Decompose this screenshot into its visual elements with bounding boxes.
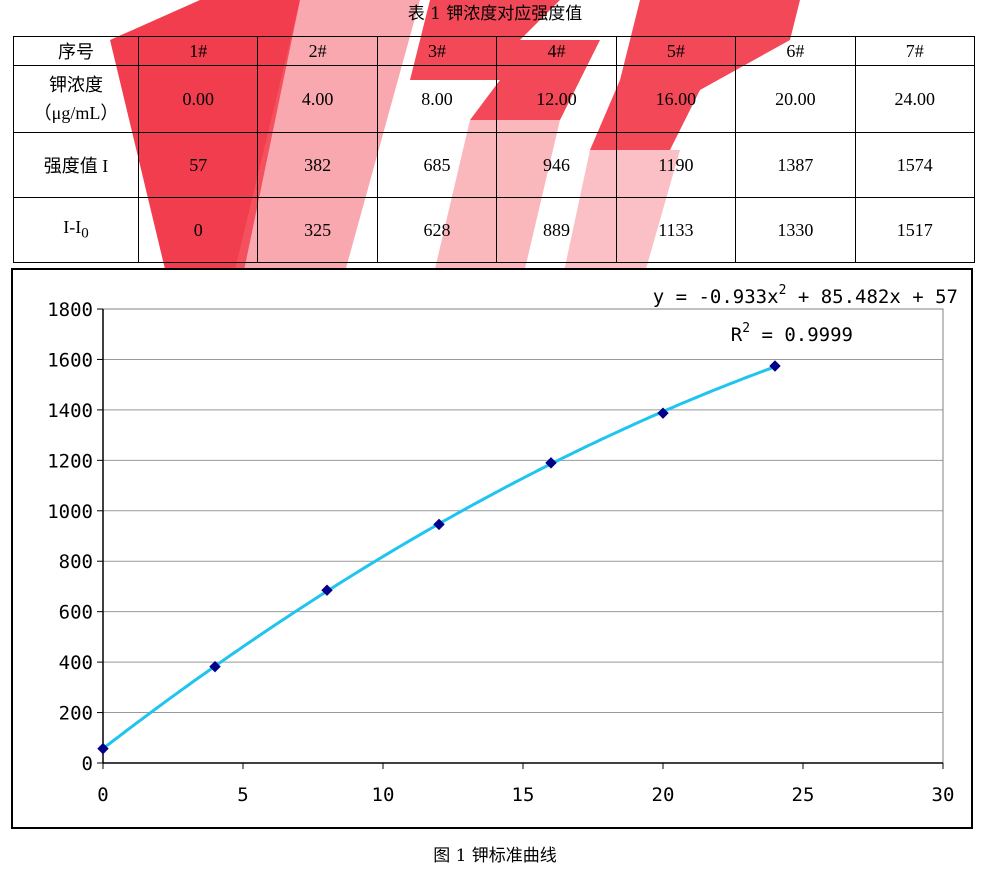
table-cell: 1387: [735, 132, 856, 198]
x-tick-label: 0: [97, 784, 108, 806]
trendline: [102, 365, 776, 750]
table-cell: 0: [137, 197, 259, 263]
table-cell: 57: [137, 132, 259, 198]
table-cell: 946: [496, 132, 617, 198]
header-cell: 5#: [615, 36, 737, 66]
header-cell: 2#: [257, 36, 378, 66]
y-tick-label: 0: [82, 753, 93, 775]
table-cell: 685: [376, 132, 498, 198]
row-label: 钾浓度 （μg/mL）: [13, 65, 139, 133]
data-points: [97, 360, 781, 755]
data-point: [769, 360, 781, 372]
table-cell: 1133: [615, 197, 737, 263]
y-tick-label: 800: [59, 551, 93, 573]
table-cell: 889: [496, 197, 617, 263]
table-cell: 16.00: [615, 65, 737, 133]
grid-layer: [103, 308, 943, 714]
data-point: [545, 457, 557, 469]
x-tick-label: 30: [932, 784, 955, 806]
table-cell: 12.00: [496, 65, 617, 133]
y-tick-label: 1800: [47, 299, 93, 321]
table-cell: 1190: [615, 132, 737, 198]
concentration-intensity-table: 序号 1# 2# 3# 4# 5# 6# 7# 钾浓度 （μg/mL） 0.00…: [13, 36, 976, 263]
chart-frame: 0 200 400 600 800 1000 1200 1400 1600 1800 0 5 10 15 2…: [11, 268, 973, 829]
table-cell: 20.00: [735, 65, 856, 133]
data-point: [433, 518, 445, 531]
header-cell: 序号: [13, 36, 139, 66]
plot-area: [102, 308, 944, 764]
table-caption: 表 1 钾浓度对应强度值: [407, 4, 583, 24]
header-cell: 3#: [376, 36, 498, 66]
equation-label: y = -0.933x2 + 85.482x + 57: [653, 283, 958, 308]
table-row: I-I0 0 325 628 889 1133 1330 1517: [13, 197, 976, 263]
y-tick-label: 600: [59, 602, 93, 624]
row-label: I-I0: [13, 197, 139, 263]
table-cell: 1330: [735, 197, 856, 263]
calibration-chart: 0 200 400 600 800 1000 1200 1400 1600 1800 0 5 10 15 2…: [47, 283, 958, 806]
table-cell: 8.00: [376, 65, 498, 133]
r-squared-label: R2 = 0.9999: [731, 321, 853, 346]
y-tick-label: 1000: [47, 501, 93, 523]
y-tick-label: 1600: [47, 349, 93, 371]
y-tick-label: 400: [59, 652, 93, 674]
data-point: [657, 407, 669, 419]
row-label-subscript: 0: [81, 225, 89, 242]
table-cell: 628: [376, 197, 498, 263]
x-tick-label: 15: [512, 784, 535, 806]
header-cell: 1#: [137, 36, 259, 66]
data-point: [321, 584, 333, 596]
table-cell: 325: [257, 197, 378, 263]
table-cell: 1574: [854, 132, 976, 198]
x-tick-label: 25: [792, 784, 815, 806]
table-cell: 4.00: [257, 65, 378, 133]
row-label-main: I-I: [63, 217, 82, 238]
tick-labels: 0 200 400 600 800 1000 1200 1400 1600 1800 0 5 10 15 2…: [47, 299, 954, 806]
table-header-row: 序号 1# 2# 3# 4# 5# 6# 7#: [13, 36, 976, 66]
header-cell: 4#: [496, 36, 617, 66]
axes-layer: [97, 308, 944, 769]
table-cell: 1517: [854, 197, 976, 263]
y-tick-label: 1200: [47, 450, 93, 472]
table-cell: 24.00: [854, 65, 976, 133]
x-tick-label: 20: [652, 784, 675, 806]
x-tick-label: 10: [372, 784, 395, 806]
table-row: 钾浓度 （μg/mL） 0.00 4.00 8.00 12.00 16.00 2…: [13, 65, 976, 133]
data-point: [97, 742, 109, 755]
table-row: 强度值 I 57 382 685 946 1190 1387 1574: [13, 132, 976, 198]
y-tick-label: 1400: [47, 400, 93, 422]
table-cell: 0.00: [137, 65, 259, 133]
data-point: [209, 660, 221, 673]
header-cell: 6#: [735, 36, 856, 66]
table-cell: 382: [257, 132, 378, 198]
y-tick-label: 200: [59, 703, 93, 725]
row-label: 强度值 I: [13, 132, 139, 198]
header-cell: 7#: [854, 36, 976, 66]
x-tick-label: 5: [237, 784, 248, 806]
figure-caption: 图 1 钾标准曲线: [433, 846, 557, 866]
